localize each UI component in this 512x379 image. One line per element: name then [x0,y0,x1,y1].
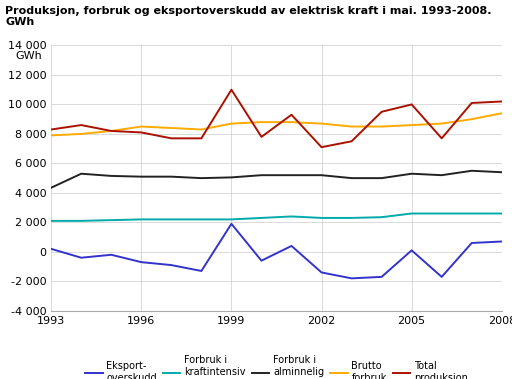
Forbruk i
kraftintensiv
industri i alt [108,218,114,222]
Eksport-
overskudd [439,275,445,279]
Brutto
forbruk [378,124,385,129]
Line: Forbruk i
kraftintensiv
industri i alt: Forbruk i kraftintensiv industri i alt [51,213,502,221]
Forbruk i
kraftintensiv
industri i alt [48,219,54,223]
Forbruk i
kraftintensiv
industri i alt [198,217,204,222]
Forbruk i
kraftintensiv
industri i alt [468,211,475,216]
Brutto
forbruk [198,127,204,132]
Forbruk i
kraftintensiv
industri i alt [349,216,355,220]
Line: Eksport-
overskudd: Eksport- overskudd [51,224,502,278]
Forbruk i
kraftintensiv
industri i alt [499,211,505,216]
Total
produksjon [468,101,475,105]
Eksport-
overskudd [378,275,385,279]
Total
produksjon [259,135,265,139]
Forbruk i
alminnelig
forsyning [439,173,445,177]
Legend: Eksport-
overskudd, Forbruk i
kraftintensiv
industri i alt, Forbruk i
alminnelig: Eksport- overskudd, Forbruk i kraftinten… [85,356,468,379]
Eksport-
overskudd [48,247,54,251]
Forbruk i
alminnelig
forsyning [499,170,505,174]
Total
produksjon [378,110,385,114]
Forbruk i
kraftintensiv
industri i alt [259,216,265,220]
Total
produksjon [168,136,175,141]
Forbruk i
kraftintensiv
industri i alt [228,217,234,222]
Eksport-
overskudd [138,260,144,265]
Brutto
forbruk [138,124,144,129]
Total
produksjon [138,130,144,135]
Brutto
forbruk [318,121,325,126]
Line: Total
produksjon: Total produksjon [51,90,502,147]
Brutto
forbruk [78,132,84,136]
Total
produksjon [349,139,355,144]
Total
produksjon [78,123,84,127]
Eksport-
overskudd [409,248,415,253]
Forbruk i
kraftintensiv
industri i alt [378,215,385,219]
Brutto
forbruk [259,120,265,124]
Total
produksjon [228,88,234,92]
Forbruk i
alminnelig
forsyning [349,176,355,180]
Forbruk i
kraftintensiv
industri i alt [318,216,325,220]
Total
produksjon [48,127,54,132]
Forbruk i
kraftintensiv
industri i alt [288,214,294,219]
Total
produksjon [318,145,325,149]
Brutto
forbruk [228,121,234,126]
Forbruk i
alminnelig
forsyning [198,176,204,180]
Brutto
forbruk [439,121,445,126]
Brutto
forbruk [499,111,505,116]
Total
produksjon [288,113,294,117]
Brutto
forbruk [288,120,294,124]
Eksport-
overskudd [288,244,294,248]
Total
produksjon [409,102,415,107]
Forbruk i
kraftintensiv
industri i alt [78,219,84,223]
Forbruk i
alminnelig
forsyning [228,175,234,180]
Eksport-
overskudd [468,241,475,245]
Forbruk i
alminnelig
forsyning [168,174,175,179]
Forbruk i
alminnelig
forsyning [259,173,265,177]
Brutto
forbruk [409,123,415,127]
Forbruk i
alminnelig
forsyning [288,173,294,177]
Eksport-
overskudd [499,239,505,244]
Total
produksjon [499,99,505,104]
Brutto
forbruk [468,117,475,121]
Text: Produksjon, forbruk og eksportoverskudd av elektrisk kraft i mai. 1993-2008. GWh: Produksjon, forbruk og eksportoverskudd … [5,6,492,27]
Forbruk i
alminnelig
forsyning [108,174,114,178]
Forbruk i
kraftintensiv
industri i alt [409,211,415,216]
Brutto
forbruk [48,133,54,138]
Forbruk i
alminnelig
forsyning [409,171,415,176]
Forbruk i
alminnelig
forsyning [378,176,385,180]
Forbruk i
alminnelig
forsyning [78,171,84,176]
Line: Brutto
forbruk: Brutto forbruk [51,113,502,135]
Text: GWh: GWh [15,51,42,61]
Forbruk i
alminnelig
forsyning [318,173,325,177]
Brutto
forbruk [168,126,175,130]
Eksport-
overskudd [228,222,234,226]
Forbruk i
alminnelig
forsyning [468,169,475,173]
Line: Forbruk i
alminnelig
forsyning: Forbruk i alminnelig forsyning [51,171,502,188]
Eksport-
overskudd [108,252,114,257]
Eksport-
overskudd [349,276,355,280]
Brutto
forbruk [108,129,114,133]
Eksport-
overskudd [318,270,325,275]
Forbruk i
kraftintensiv
industri i alt [138,217,144,222]
Forbruk i
kraftintensiv
industri i alt [168,217,175,222]
Total
produksjon [108,129,114,133]
Total
produksjon [198,136,204,141]
Eksport-
overskudd [78,255,84,260]
Total
produksjon [439,136,445,141]
Eksport-
overskudd [198,269,204,273]
Forbruk i
alminnelig
forsyning [138,174,144,179]
Eksport-
overskudd [168,263,175,267]
Forbruk i
alminnelig
forsyning [48,185,54,190]
Eksport-
overskudd [259,258,265,263]
Forbruk i
kraftintensiv
industri i alt [439,211,445,216]
Brutto
forbruk [349,124,355,129]
